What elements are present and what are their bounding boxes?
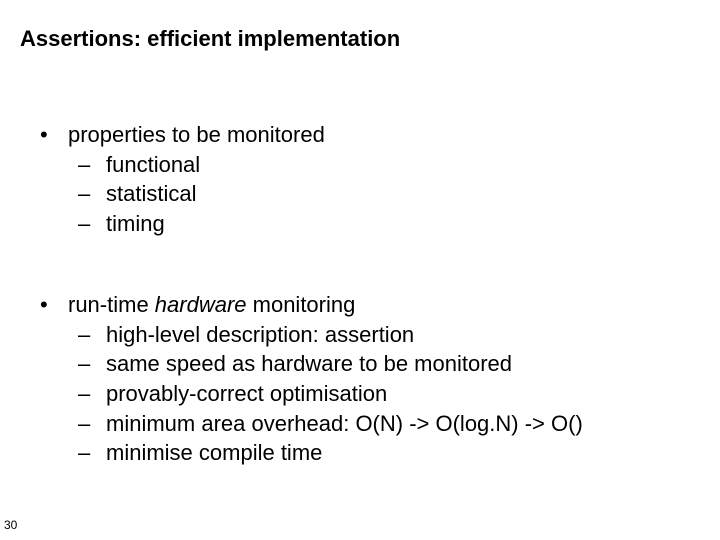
list-item: – provably-correct optimisation <box>40 379 583 409</box>
dash-icon: – <box>78 409 106 439</box>
list-item-label: high-level description: assertion <box>106 320 583 350</box>
text-run: run-time <box>68 292 155 317</box>
dash-icon: – <box>78 150 106 180</box>
bullet-icon: • <box>40 120 68 150</box>
page-number: 30 <box>4 518 17 532</box>
list-item-label: run-time hardware monitoring <box>68 290 583 320</box>
text-run: monitoring <box>247 292 356 317</box>
dash-icon: – <box>78 209 106 239</box>
bullet-block-runtime: • run-time hardware monitoring – high-le… <box>40 290 583 468</box>
dash-icon: – <box>78 438 106 468</box>
list-item: – minimum area overhead: O(N) -> O(log.N… <box>40 409 583 439</box>
list-item-label: statistical <box>106 179 325 209</box>
list-item-label: properties to be monitored <box>68 120 325 150</box>
dash-icon: – <box>78 179 106 209</box>
dash-icon: – <box>78 320 106 350</box>
slide-title: Assertions: efficient implementation <box>20 26 400 52</box>
text-run-italic: hardware <box>155 292 247 317</box>
list-item: – same speed as hardware to be monitored <box>40 349 583 379</box>
dash-icon: – <box>78 379 106 409</box>
list-item: • properties to be monitored <box>40 120 325 150</box>
dash-icon: – <box>78 349 106 379</box>
list-item: – minimise compile time <box>40 438 583 468</box>
list-item-label: minimise compile time <box>106 438 583 468</box>
list-item-label: provably-correct optimisation <box>106 379 583 409</box>
list-item-label: timing <box>106 209 325 239</box>
list-item-label: minimum area overhead: O(N) -> O(log.N) … <box>106 409 583 439</box>
list-item: – high-level description: assertion <box>40 320 583 350</box>
bullet-block-properties: • properties to be monitored – functiona… <box>40 120 325 239</box>
list-item: – timing <box>40 209 325 239</box>
bullet-icon: • <box>40 290 68 320</box>
list-item-label: same speed as hardware to be monitored <box>106 349 583 379</box>
list-item-label: functional <box>106 150 325 180</box>
list-item: • run-time hardware monitoring <box>40 290 583 320</box>
list-item: – functional <box>40 150 325 180</box>
slide: Assertions: efficient implementation • p… <box>0 0 720 540</box>
list-item: – statistical <box>40 179 325 209</box>
